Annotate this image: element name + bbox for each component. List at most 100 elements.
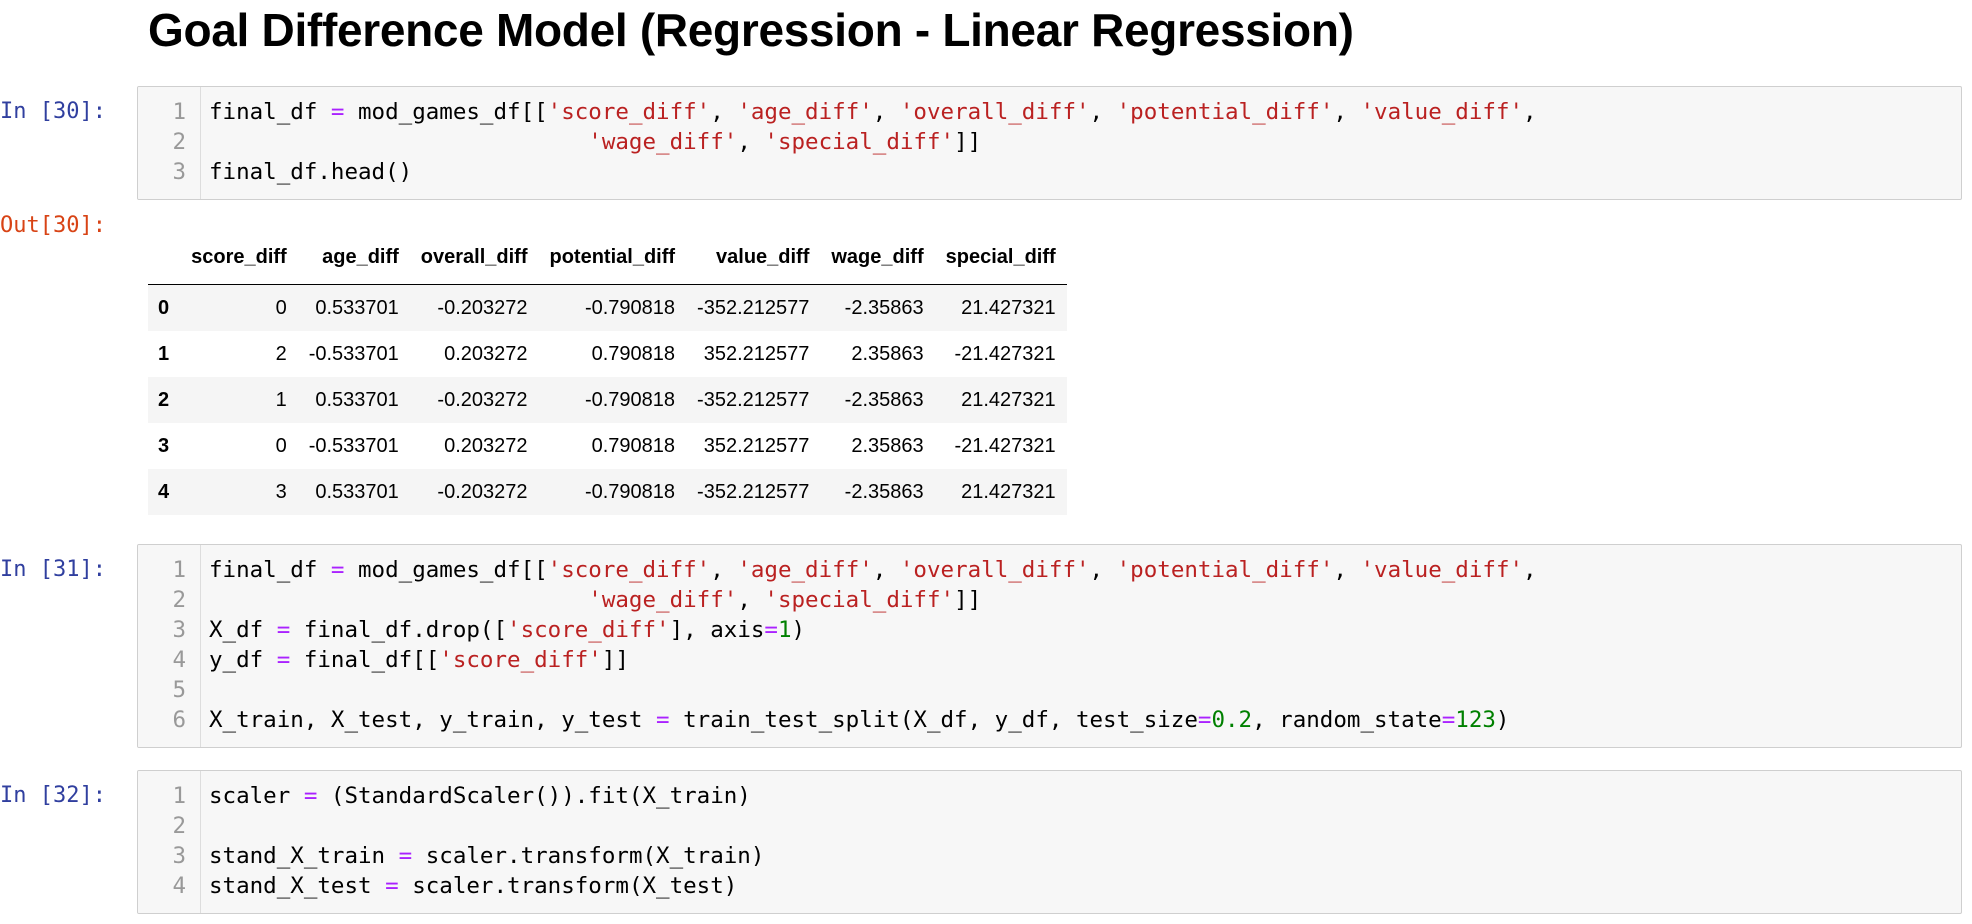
table-cell: 2 (275, 342, 287, 365)
column-header: age_diff (297, 230, 410, 285)
code-text: X_train, X_test, y_train, y_test = train… (209, 707, 1509, 733)
table-cell: 0.533701 (315, 480, 399, 503)
code-token: , (710, 557, 738, 583)
code-editor[interactable]: 1 final_df = mod_games_df[['score_diff', … (138, 555, 1537, 735)
code-token: 'overall_diff' (899, 557, 1090, 583)
line-number: 1 (172, 557, 186, 583)
line-number: 2 (172, 813, 186, 839)
table-cell: -352.212577 (697, 296, 810, 319)
code-token: train_test_split(X_df, y_df, test_size (669, 707, 1198, 733)
line-number: 5 (172, 677, 186, 703)
code-token: 'overall_diff' (899, 99, 1090, 125)
code-token: final_df.drop([ (290, 617, 508, 643)
code-line[interactable]: 4 y_df = final_df[['score_diff']] (138, 645, 1537, 675)
table-cell: -0.533701 (308, 434, 399, 457)
code-token: mod_games_df[[ (344, 99, 548, 125)
table-cell: 0.533701 (315, 388, 399, 411)
code-cell-30[interactable]: 1 final_df = mod_games_df[['score_diff', … (137, 86, 1962, 200)
code-token: 'wage_diff' (588, 587, 738, 613)
code-editor[interactable]: 1 final_df = mod_games_df[['score_diff', … (138, 97, 1537, 187)
table-cell: 0.203272 (444, 342, 528, 365)
code-token: 'score_diff' (547, 557, 711, 583)
code-token: = (656, 707, 670, 733)
code-token: , random_state (1252, 707, 1442, 733)
code-line[interactable]: 1 final_df = mod_games_df[['score_diff', … (138, 97, 1537, 127)
line-number: 3 (172, 617, 186, 643)
code-text: X_df = final_df.drop(['score_diff'], axi… (209, 617, 805, 643)
line-number: 3 (172, 843, 186, 869)
input-prompt-32: In [32]: (0, 783, 106, 808)
code-token: 'score_diff' (507, 617, 670, 643)
code-line[interactable]: 2 'wage_diff', 'special_diff']] (138, 127, 1537, 157)
code-line[interactable]: 1 scaler = (StandardScaler()).fit(X_train… (138, 781, 764, 811)
line-number: 1 (172, 783, 186, 809)
code-text: stand_X_train = scaler.transform(X_train… (209, 843, 764, 869)
code-token: 0.2 (1211, 707, 1253, 733)
code-token: 'age_diff' (737, 99, 873, 125)
line-number-gutter (138, 771, 201, 913)
code-token: 'score_diff' (547, 99, 711, 125)
code-token: y_df (209, 647, 277, 673)
table-cell: 352.212577 (703, 434, 810, 457)
output-prompt-30: Out[30]: (0, 213, 106, 238)
column-header: potential_diff (538, 230, 687, 285)
code-token: ) (1495, 707, 1510, 733)
code-token: , (710, 99, 738, 125)
line-number-gutter (138, 545, 201, 747)
input-prompt-30: In [30]: (0, 99, 106, 124)
table-body: 0 0 0.533701 -0.203272 -0.790818 -352.212577 -… (148, 284, 1067, 515)
code-token: 1 (777, 617, 792, 643)
code-token: 'value_diff' (1360, 557, 1524, 583)
table-row: 3 0 -0.533701 0.203272 0.790818 352.212577 2.3… (148, 423, 1067, 469)
table-cell: -0.203272 (437, 388, 528, 411)
line-number: 3 (172, 159, 186, 185)
code-line[interactable]: 1 final_df = mod_games_df[['score_diff', … (138, 555, 1537, 585)
code-token: 'special_diff' (764, 587, 955, 613)
code-token (209, 587, 588, 613)
code-token: stand_X_test (209, 873, 386, 899)
code-token: 'score_diff' (439, 647, 602, 673)
row-index: 0 (158, 296, 170, 319)
code-line[interactable]: 2 'wage_diff', 'special_diff']] (138, 585, 1537, 615)
code-line[interactable]: 3 X_df = final_df.drop(['score_diff'], ax… (138, 615, 1537, 645)
column-header: wage_diff (820, 230, 935, 285)
code-line[interactable]: 3 final_df.head() (138, 157, 1537, 187)
code-token: mod_games_df[[ (344, 557, 548, 583)
code-text: final_df = mod_games_df[['score_diff', '… (209, 99, 1537, 125)
code-token: , (1333, 99, 1361, 125)
code-token: = (276, 617, 291, 643)
code-token: = (330, 99, 345, 125)
table-cell: -0.203272 (437, 296, 528, 319)
code-token: , (1523, 557, 1537, 583)
table-cell: 0 (275, 434, 287, 457)
line-number: 2 (172, 587, 186, 613)
row-index: 1 (158, 342, 170, 365)
code-line[interactable]: 4 stand_X_test = scaler.transform(X_test) (138, 871, 764, 901)
row-index: 3 (158, 434, 170, 457)
table-header-row: score_diff age_diff overall_diff potential_… (148, 230, 1067, 285)
code-token: , (1089, 557, 1117, 583)
code-token: 'potential_diff' (1116, 99, 1334, 125)
code-token: = (398, 843, 413, 869)
code-line[interactable]: 3 stand_X_train = scaler.transform(X_trai… (138, 841, 764, 871)
code-token: X_train, X_test, y_train, y_test (209, 707, 657, 733)
column-header: special_diff (934, 230, 1067, 285)
table-cell: 0 (275, 296, 287, 319)
code-line[interactable]: 6 X_train, X_test, y_train, y_test = trai… (138, 705, 1537, 735)
line-number: 2 (172, 129, 186, 155)
code-token: , (737, 587, 765, 613)
line-number-gutter (138, 87, 201, 199)
table-cell: 3 (275, 480, 287, 503)
code-line[interactable]: 5 (138, 675, 1537, 705)
code-token: ]] (954, 129, 982, 155)
code-cell-32[interactable]: 1 scaler = (StandardScaler()).fit(X_train… (137, 770, 1962, 914)
table-cell: -0.790818 (584, 388, 676, 411)
code-token: 'wage_diff' (588, 129, 738, 155)
table-cell: -21.427321 (954, 342, 1056, 365)
code-cell-31[interactable]: 1 final_df = mod_games_df[['score_diff', … (137, 544, 1962, 748)
code-token: scaler.transform(X_train) (412, 843, 765, 869)
table-cell: -352.212577 (697, 388, 810, 411)
code-editor[interactable]: 1 scaler = (StandardScaler()).fit(X_train… (138, 781, 764, 901)
code-line[interactable]: 2 (138, 811, 764, 841)
table-row: 1 2 -0.533701 0.203272 0.790818 352.212577 2.3… (148, 331, 1067, 377)
